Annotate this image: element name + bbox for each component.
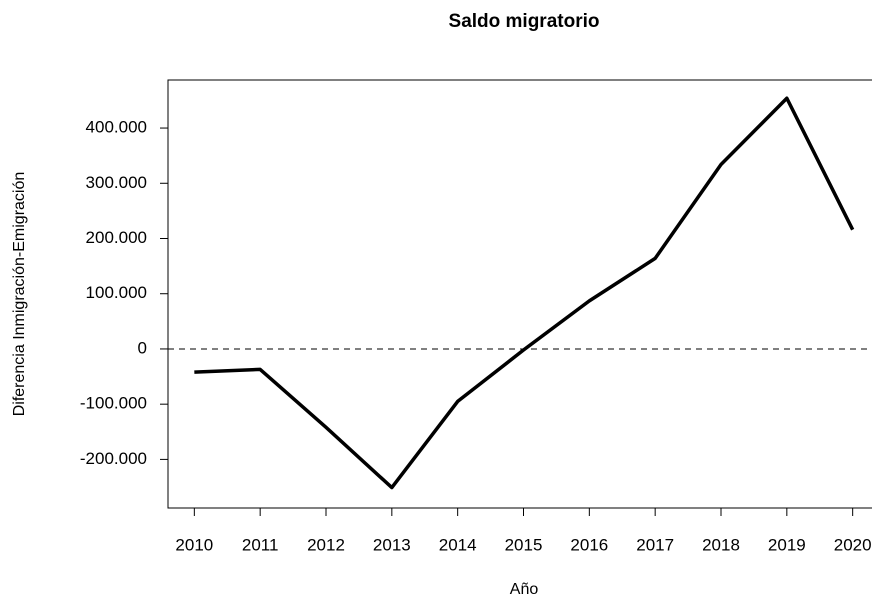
x-tick-label: 2018	[702, 535, 740, 554]
x-tick-label: 2014	[439, 535, 477, 554]
chart-title: Saldo migratorio	[449, 11, 600, 32]
x-tick-label: 2012	[307, 535, 345, 554]
y-tick-label: 400.000	[86, 118, 147, 137]
x-tick-label: 2011	[242, 535, 279, 554]
x-tick-label: 2020	[834, 535, 872, 554]
y-axis-label: Diferencia Inmigración-Emigración	[11, 172, 28, 417]
x-axis-label: Año	[510, 581, 539, 598]
x-tick-label: 2019	[768, 535, 806, 554]
y-tick-label: 200.000	[86, 228, 147, 247]
x-tick-label: 2015	[505, 535, 543, 554]
data-line	[194, 96, 855, 490]
x-tick-label: 2017	[636, 535, 674, 554]
plot-frame	[167, 79, 872, 509]
y-tick-label: 0	[138, 338, 147, 357]
x-tick-label: 2010	[175, 535, 213, 554]
x-tick-label: 2013	[373, 535, 411, 554]
y-tick-label: -200.000	[80, 449, 147, 468]
y-tick-label: -100.000	[80, 394, 147, 413]
y-tick-label: 100.000	[86, 283, 147, 302]
y-tick-label: 300.000	[86, 173, 147, 192]
x-tick-label: 2016	[570, 535, 608, 554]
